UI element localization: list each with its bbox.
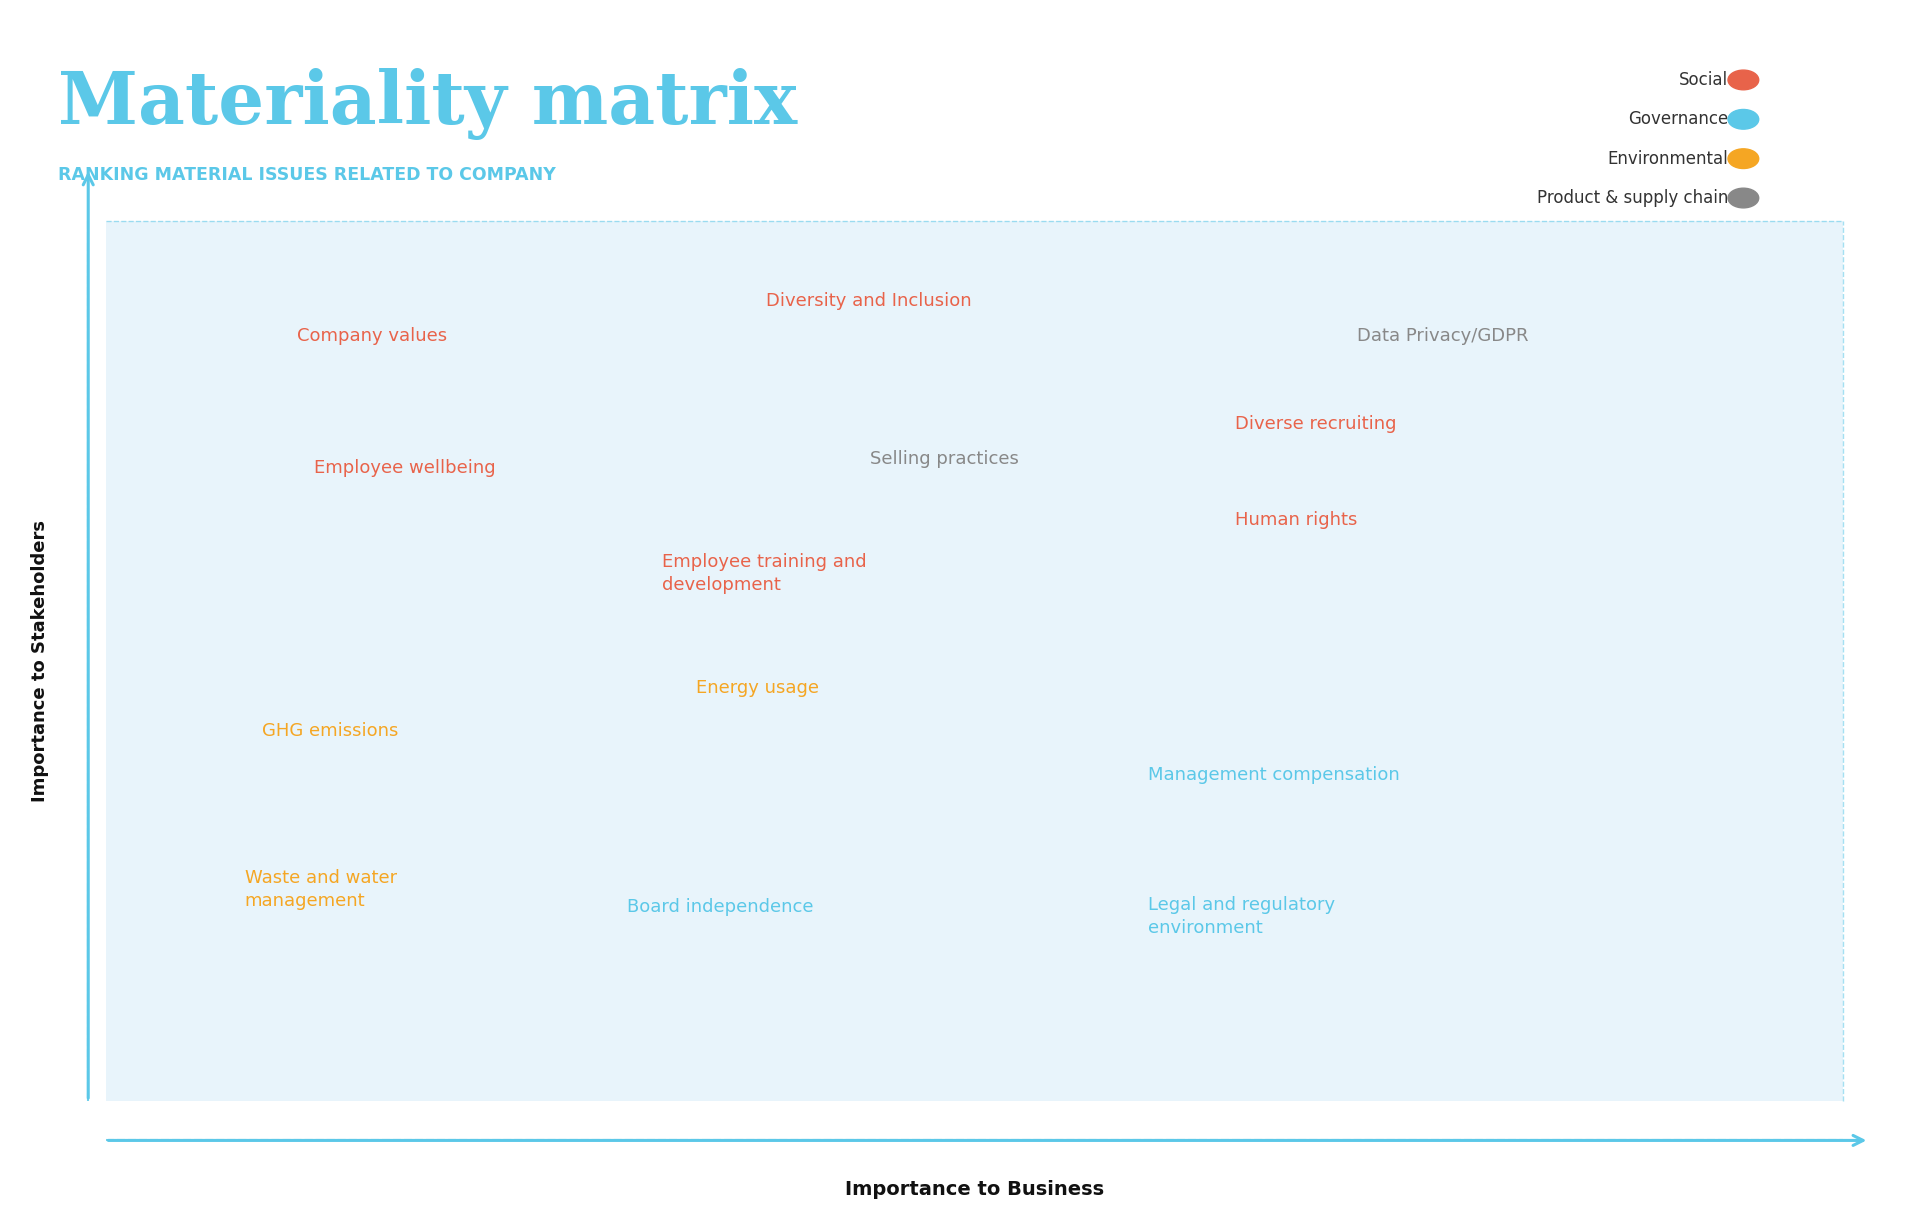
Text: Social: Social [1678,71,1728,89]
Text: Diversity and Inclusion: Diversity and Inclusion [766,292,972,310]
Text: Energy usage: Energy usage [697,679,820,696]
Text: Waste and water
management: Waste and water management [244,870,397,910]
Text: Employee training and
development: Employee training and development [662,552,866,594]
Text: Board independence: Board independence [626,898,814,916]
Text: Selling practices: Selling practices [870,450,1020,467]
Text: GHG emissions: GHG emissions [261,722,397,740]
Text: Employee wellbeing: Employee wellbeing [315,459,495,477]
Text: Importance to Stakeholders: Importance to Stakeholders [31,520,48,802]
Text: Legal and regulatory
environment: Legal and regulatory environment [1148,895,1334,936]
Text: Management compensation: Management compensation [1148,766,1400,785]
Text: Materiality matrix: Materiality matrix [58,68,797,140]
Text: Importance to Business: Importance to Business [845,1180,1104,1199]
Text: Environmental: Environmental [1607,150,1728,167]
Text: Diverse recruiting: Diverse recruiting [1235,415,1396,433]
Text: RANKING MATERIAL ISSUES RELATED TO COMPANY: RANKING MATERIAL ISSUES RELATED TO COMPA… [58,166,555,184]
Text: Product & supply chain: Product & supply chain [1536,189,1728,207]
Text: Human rights: Human rights [1235,512,1357,529]
Text: Data Privacy/GDPR: Data Privacy/GDPR [1357,327,1528,344]
Text: Company values: Company values [298,327,447,344]
Text: Governance: Governance [1628,111,1728,128]
